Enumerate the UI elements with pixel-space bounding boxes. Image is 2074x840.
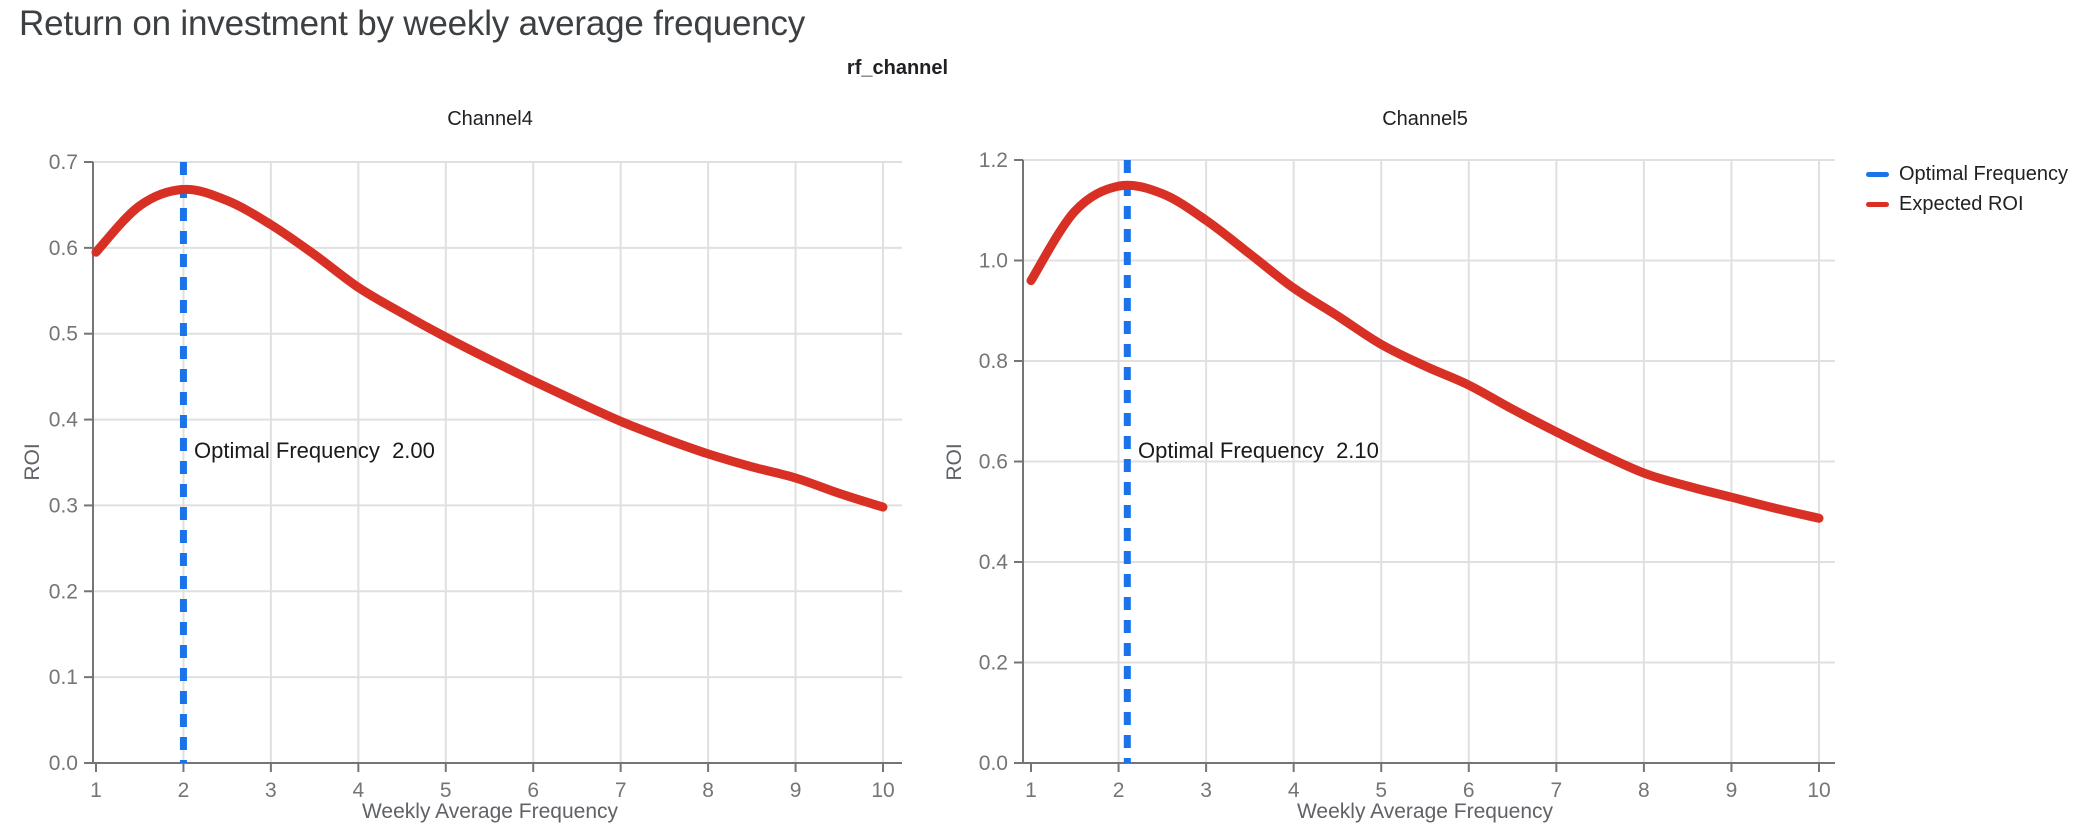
x-tick-label: 8 [1638, 779, 1650, 802]
expected-roi-line-swatch [1866, 201, 1889, 207]
x-tick-label: 10 [871, 779, 894, 802]
x-tick-label: 9 [1726, 779, 1738, 802]
y-tick-label: 0.8 [979, 350, 1008, 373]
x-tick-label: 3 [265, 779, 277, 802]
y-tick-label: 0.6 [49, 237, 78, 260]
y-tick-label: 0.3 [49, 494, 78, 517]
page-title: Return on investment by weekly average f… [19, 4, 806, 43]
y-tick-label: 0.4 [979, 551, 1009, 574]
legend-item-optimal-frequency[interactable]: Optimal Frequency [1866, 161, 2068, 187]
y-tick-label: 0.5 [49, 323, 78, 346]
optimal-frequency-line-swatch [1866, 171, 1889, 177]
y-axis-title-channel5: ROI [943, 443, 966, 481]
x-tick-label: 1 [90, 779, 102, 802]
expected-roi-curve [91, 184, 888, 512]
y-tick-label: 0.4 [49, 409, 79, 432]
y-tick-label: 0.0 [49, 752, 78, 775]
legend: Optimal Frequency Expected ROI [1866, 161, 2068, 221]
x-tick-label: 5 [1375, 779, 1387, 802]
x-tick-label: 5 [440, 779, 452, 802]
y-tick-label: 0.2 [49, 580, 78, 603]
optimal-frequency-annotation-channel5: Optimal Frequency 2.10 [1138, 438, 1379, 463]
x-tick-label: 2 [178, 779, 190, 802]
legend-label-expected-roi: Expected ROI [1899, 192, 2024, 215]
x-tick-label: 6 [527, 779, 539, 802]
y-tick-label: 1.0 [979, 250, 1008, 273]
x-tick-label: 3 [1200, 779, 1212, 802]
expected-roi-curve [1026, 180, 1824, 523]
x-tick-label: 7 [1550, 779, 1562, 802]
y-axis-title-channel4: ROI [21, 443, 44, 481]
legend-item-expected-roi[interactable]: Expected ROI [1866, 191, 2068, 217]
facet-group-title: rf_channel [846, 57, 949, 79]
x-tick-label: 1 [1025, 779, 1037, 802]
chart-title-channel5: Channel5 [1382, 108, 1468, 130]
x-tick-label: 10 [1807, 779, 1830, 802]
x-axis-title-channel5: Weekly Average Frequency [1296, 800, 1554, 823]
x-tick-label: 2 [1113, 779, 1125, 802]
optimal-frequency-annotation-channel4: Optimal Frequency 2.00 [194, 438, 435, 463]
x-tick-label: 8 [702, 779, 714, 802]
y-tick-label: 1.2 [979, 149, 1008, 172]
y-tick-label: 0.2 [979, 652, 1008, 675]
y-tick-label: 0.7 [49, 151, 78, 174]
x-tick-label: 7 [615, 779, 627, 802]
chart-title-channel4: Channel4 [447, 108, 533, 130]
y-tick-label: 0.1 [49, 666, 78, 689]
x-tick-label: 6 [1463, 779, 1475, 802]
x-axis-title-channel4: Weekly Average Frequency [361, 800, 619, 823]
x-tick-label: 4 [1288, 779, 1300, 802]
x-tick-label: 4 [352, 779, 364, 802]
y-tick-label: 0.6 [979, 451, 1008, 474]
legend-label-optimal-frequency: Optimal Frequency [1899, 162, 2068, 185]
y-tick-label: 0.0 [979, 752, 1008, 775]
x-tick-label: 9 [790, 779, 802, 802]
